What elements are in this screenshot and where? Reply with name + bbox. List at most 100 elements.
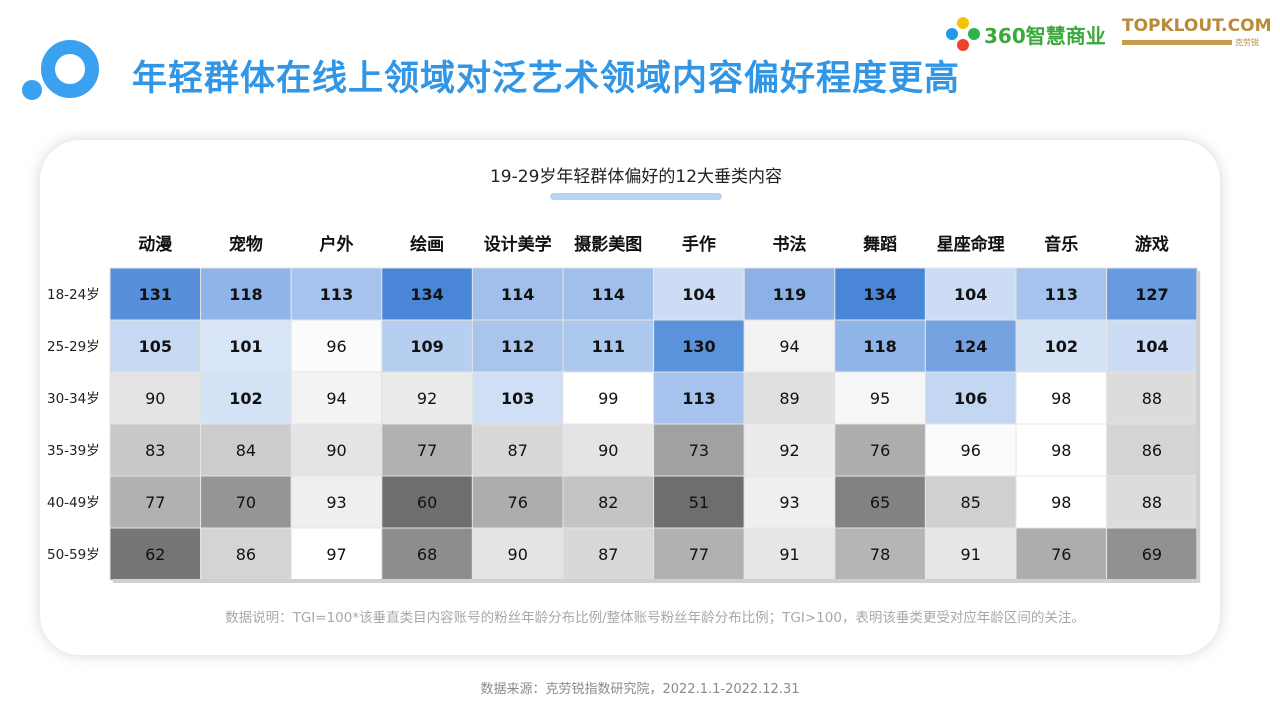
cell-value: 88: [1142, 493, 1162, 512]
heatmap-cell: [290, 527, 383, 581]
column-label: 绘画: [410, 234, 444, 255]
cell-value: 103: [501, 389, 534, 408]
data-source: 数据来源：克劳锐指数研究院，2022.1.1-2022.12.31: [480, 682, 800, 697]
cell-value: 88: [1142, 389, 1162, 408]
cell-value: 76: [508, 493, 528, 512]
cell-value: 96: [961, 441, 981, 460]
heatmap-cell: [924, 423, 1017, 477]
cell-value: 73: [689, 441, 709, 460]
cell-value: 109: [410, 337, 443, 356]
heatmap-cell: [743, 527, 836, 581]
heatmap-cell: [471, 423, 564, 477]
heatmap-cell: [834, 475, 926, 529]
heatmap-cell: [924, 267, 1017, 321]
chart-title: 19-29岁年轻群体偏好的12大垂类内容: [489, 167, 783, 187]
row-label: 35-39岁: [47, 443, 100, 459]
cell-value: 102: [229, 389, 262, 408]
heatmap-cell: [653, 423, 745, 477]
cell-value: 105: [139, 337, 172, 356]
heatmap-cell: [1106, 371, 1198, 425]
column-label: 户外: [320, 234, 354, 255]
cell-value: 127: [1135, 285, 1168, 304]
column-label: 舞蹈: [863, 234, 897, 255]
cell-value: 89: [779, 389, 799, 408]
cell-value: 134: [410, 285, 443, 304]
heatmap-cell: [562, 423, 655, 477]
title-underline: [550, 193, 722, 200]
row-label: 30-34岁: [47, 391, 100, 407]
cell-value: 106: [954, 389, 987, 408]
cell-value: 99: [598, 389, 618, 408]
cell-value: 76: [1051, 545, 1071, 564]
cell-value: 111: [592, 337, 625, 356]
row-label: 18-24岁: [47, 287, 100, 303]
cell-value: 90: [598, 441, 618, 460]
cell-value: 130: [682, 337, 715, 356]
heatmap-cell: [1015, 527, 1108, 581]
cell-value: 91: [779, 545, 799, 564]
cell-value: 98: [1051, 441, 1071, 460]
heatmap-cell: [381, 527, 473, 581]
cell-value: 77: [145, 493, 165, 512]
cell-value: 90: [145, 389, 165, 408]
page-title: 年轻群体在线上领域对泛艺术领域内容偏好程度更高: [132, 59, 961, 99]
heatmap-cell: [471, 527, 564, 581]
heatmap-cell: [109, 267, 202, 321]
heatmap-cell: [381, 475, 473, 529]
column-label: 摄影美图: [574, 234, 642, 255]
logo-dot: [22, 80, 42, 100]
heatmap-cell: [924, 527, 1017, 581]
cell-value: 91: [961, 545, 981, 564]
heatmap-cell: [1015, 319, 1108, 373]
cell-value: 101: [229, 337, 262, 356]
row-label: 40-49岁: [47, 495, 100, 511]
column-label: 手作: [682, 234, 716, 255]
cell-value: 92: [779, 441, 799, 460]
cell-value: 93: [326, 493, 346, 512]
cell-value: 113: [1045, 285, 1078, 304]
heatmap-cell: [834, 267, 926, 321]
heatmap-cell: [562, 475, 655, 529]
column-label: 游戏: [1135, 234, 1169, 255]
cell-value: 87: [598, 545, 618, 564]
heatmap-cell: [1015, 475, 1108, 529]
cell-value: 86: [1142, 441, 1162, 460]
heatmap-cell: [381, 267, 473, 321]
heatmap-cell: [200, 423, 292, 477]
heatmap-cell: [1015, 423, 1108, 477]
heatmap-cell: [834, 527, 926, 581]
cell-value: 102: [1045, 337, 1078, 356]
heatmap-cell: [200, 267, 292, 321]
heatmap-cell: [743, 423, 836, 477]
cell-value: 87: [508, 441, 528, 460]
column-label: 设计美学: [484, 234, 552, 255]
cell-value: 65: [870, 493, 890, 512]
cell-value: 119: [773, 285, 806, 304]
heatmap-cell: [653, 319, 745, 373]
heatmap-cell: [381, 319, 473, 373]
heatmap-cell: [834, 423, 926, 477]
heatmap-cell: [1015, 371, 1108, 425]
cell-value: 93: [779, 493, 799, 512]
cell-value: 83: [145, 441, 165, 460]
heatmap-cell: [471, 371, 564, 425]
brand-topklout-logo: TOPKLOUT.COM 克劳锐: [1122, 16, 1271, 52]
cell-value: 92: [417, 389, 437, 408]
heatmap-cell: [1106, 319, 1198, 373]
column-label: 星座命理: [937, 234, 1005, 255]
cell-value: 76: [870, 441, 890, 460]
flower-icon: [946, 17, 980, 51]
cell-value: 62: [145, 545, 165, 564]
heatmap-cell: [200, 527, 292, 581]
row-label: 25-29岁: [47, 339, 100, 355]
grid-shadow: [113, 579, 1201, 583]
cell-value: 68: [417, 545, 437, 564]
cell-value: 113: [320, 285, 353, 304]
heatmap-cell: [562, 371, 655, 425]
cell-value: 78: [870, 545, 890, 564]
heatmap-cell: [834, 319, 926, 373]
column-label: 书法: [773, 234, 807, 255]
cell-value: 69: [1142, 545, 1162, 564]
row-label: 50-59岁: [47, 547, 100, 563]
brand-360-logo: 360智慧商业: [946, 16, 1106, 52]
